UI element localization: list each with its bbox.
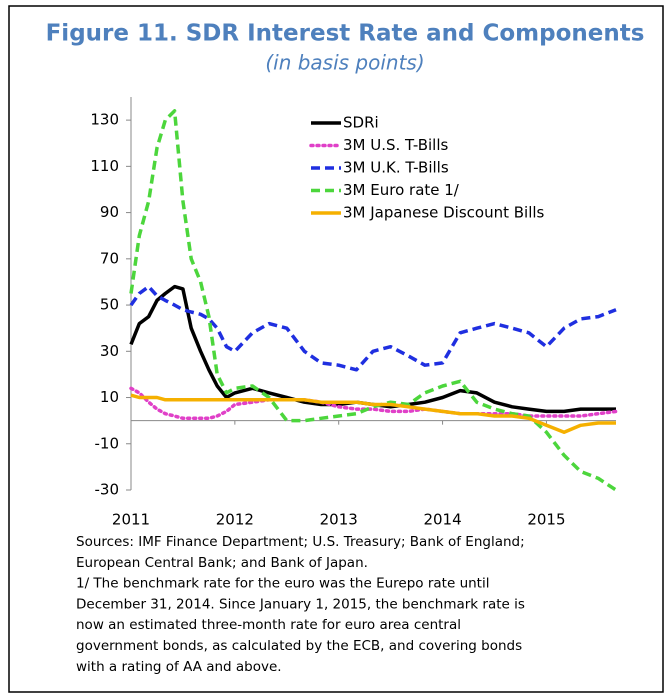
series-line (129, 284, 616, 414)
y-tick-label: 50 (100, 296, 119, 314)
legend-label: 3M U.K. T-Bills (343, 159, 449, 177)
series-line (130, 393, 616, 434)
x-tick-label: 2015 (527, 511, 565, 529)
x-tick-label: 2012 (216, 511, 254, 529)
footnote: Sources: IMF Finance Department; U.S. Tr… (76, 534, 525, 550)
y-tick-label: -30 (95, 481, 120, 499)
footnote: now an estimated three-month rate for eu… (76, 617, 461, 633)
y-tick-label: 110 (90, 157, 119, 175)
y-tick-label: 70 (100, 249, 119, 267)
y-tick-label: 10 (100, 388, 119, 406)
footnote: with a rating of AA and above. (76, 659, 282, 675)
chart-title: Figure 11. SDR Interest Rate and Compone… (46, 21, 645, 47)
series-line (129, 284, 617, 372)
y-tick-label: 90 (100, 203, 119, 221)
y-tick-label: 30 (100, 342, 119, 360)
legend-label: SDRi (343, 114, 379, 132)
x-tick-label: 2013 (320, 511, 358, 529)
y-tick-label: -10 (95, 434, 120, 452)
y-tick-label: 130 (90, 111, 119, 129)
legend-label: 3M U.S. T-Bills (343, 136, 449, 154)
footnote: European Central Bank; and Bank of Japan… (76, 555, 368, 571)
series-line (129, 109, 617, 492)
footnote: December 31, 2014. Since January 1, 2015… (76, 596, 525, 612)
legend-label: 3M Euro rate 1/ (343, 181, 460, 199)
footnote: government bonds, as calculated by the E… (76, 638, 522, 654)
footnote: 1/ The benchmark rate for the euro was t… (76, 576, 489, 592)
x-tick-label: 2011 (112, 511, 150, 529)
legend-label: 3M Japanese Discount Bills (343, 204, 545, 222)
frame (8, 5, 664, 693)
x-tick-label: 2014 (423, 511, 461, 529)
chart-subtitle: (in basis points) (265, 51, 424, 75)
